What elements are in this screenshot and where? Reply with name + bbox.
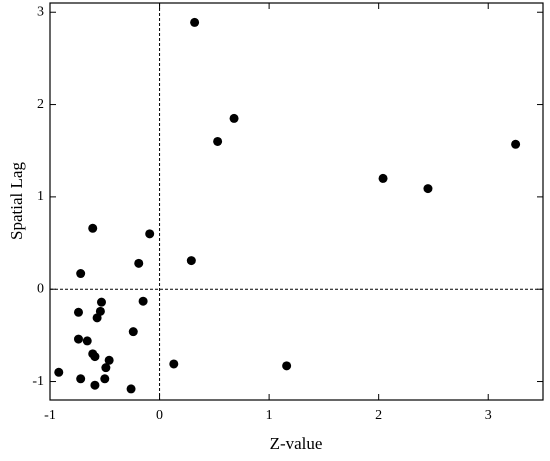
x-tick-label: 0 (156, 408, 163, 423)
point (186, 256, 196, 266)
point (73, 334, 83, 344)
point (88, 223, 98, 233)
point (90, 352, 100, 362)
point (378, 173, 388, 183)
point (92, 313, 102, 323)
point (128, 327, 138, 337)
x-tick-label: -1 (44, 408, 56, 423)
point (100, 374, 110, 384)
point (213, 136, 223, 146)
point (138, 296, 148, 306)
point (145, 229, 155, 239)
point (104, 355, 114, 365)
y-tick-label: 3 (37, 4, 44, 19)
point (76, 269, 86, 279)
y-axis-label: Spatial Lag (7, 162, 26, 240)
y-tick-label: 0 (37, 281, 44, 296)
point (76, 374, 86, 384)
y-tick-label: 1 (37, 189, 44, 204)
y-tick-label: -1 (32, 374, 44, 389)
point (511, 139, 521, 149)
x-tick-label: 2 (375, 408, 382, 423)
x-tick-label: 3 (485, 408, 492, 423)
point (101, 363, 111, 373)
point (82, 336, 92, 346)
point (229, 113, 239, 123)
point (282, 361, 292, 371)
point (73, 307, 83, 317)
point (423, 184, 433, 194)
x-axis-label: Z-value (270, 434, 323, 453)
x-tick-label: 1 (266, 408, 273, 423)
point (96, 297, 106, 307)
point (90, 380, 100, 390)
y-tick-label: 2 (37, 97, 44, 112)
point (54, 367, 64, 377)
plot-frame (49, 2, 544, 401)
point (169, 359, 179, 369)
point (126, 384, 136, 394)
point (134, 258, 144, 268)
point (190, 17, 200, 27)
